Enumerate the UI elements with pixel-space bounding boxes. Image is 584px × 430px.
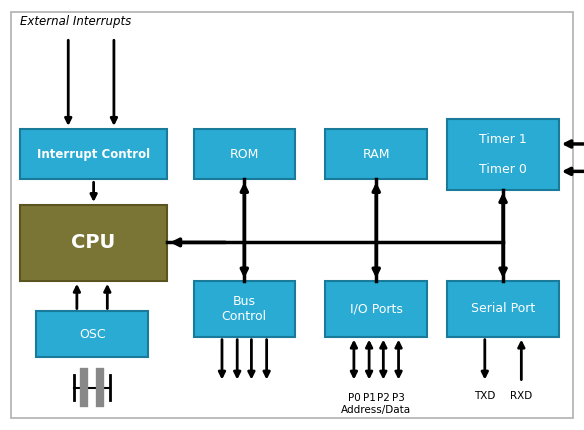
Text: CPU: CPU bbox=[71, 233, 116, 252]
Text: RAM: RAM bbox=[363, 147, 390, 161]
Bar bbox=[193, 281, 295, 337]
Text: Bus
Control: Bus Control bbox=[222, 295, 267, 323]
Text: Timer 1

Timer 0: Timer 1 Timer 0 bbox=[479, 132, 527, 175]
Text: P0: P0 bbox=[347, 393, 360, 402]
Bar bbox=[447, 119, 559, 190]
Bar bbox=[325, 281, 427, 337]
Text: I/O Ports: I/O Ports bbox=[350, 302, 402, 315]
Text: P3: P3 bbox=[392, 393, 405, 402]
Bar bbox=[193, 129, 295, 179]
Bar bbox=[20, 129, 167, 179]
Text: Address/Data: Address/Data bbox=[341, 405, 411, 415]
Text: P2: P2 bbox=[377, 393, 390, 402]
Bar bbox=[36, 311, 148, 357]
Text: External Interrupts: External Interrupts bbox=[20, 15, 131, 28]
Text: TXD: TXD bbox=[474, 390, 495, 401]
Text: ROM: ROM bbox=[230, 147, 259, 161]
Text: Serial Port: Serial Port bbox=[471, 302, 535, 315]
Bar bbox=[20, 205, 167, 281]
Text: P1: P1 bbox=[363, 393, 376, 402]
Text: RXD: RXD bbox=[510, 390, 533, 401]
Bar bbox=[447, 281, 559, 337]
Text: Interrupt Control: Interrupt Control bbox=[37, 147, 150, 161]
Bar bbox=[325, 129, 427, 179]
Text: OSC: OSC bbox=[79, 328, 105, 341]
